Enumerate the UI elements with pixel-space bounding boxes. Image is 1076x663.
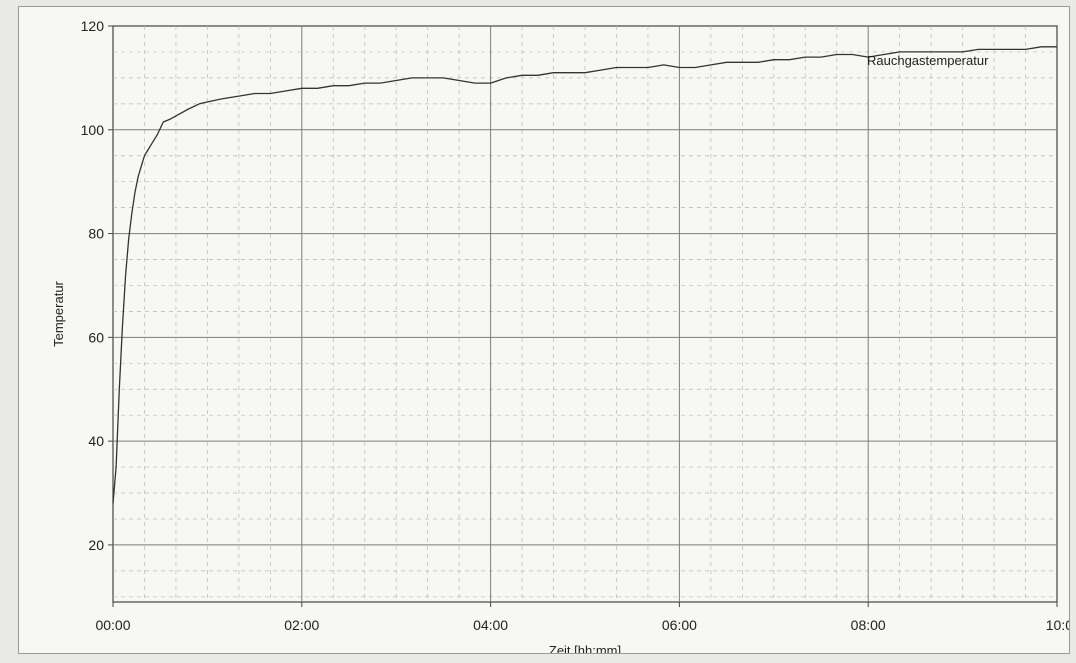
y-axis-title: Temperatur [51, 280, 66, 346]
x-tick-label: 08:00 [851, 617, 886, 633]
x-tick-label: 06:00 [662, 617, 697, 633]
x-tick-label: 04:00 [473, 617, 508, 633]
series-line-rauchgastemperatur [112, 46, 1057, 504]
x-tick-label: 00:00 [95, 617, 130, 633]
x-tick-label: 02:00 [284, 617, 319, 633]
y-tick-label: 60 [88, 329, 104, 345]
series-group [112, 46, 1057, 504]
minor-grid [113, 26, 1057, 602]
y-tick-label: 80 [88, 226, 104, 242]
y-tick-label: 40 [88, 433, 104, 449]
x-tick-label: 10:0 [1046, 617, 1069, 633]
line-chart: 20 40 60 80 100 120 00:00 02:00 04:00 06:00 08:00… [51, 18, 1069, 653]
series-label: Rauchgastemperatur [867, 53, 989, 68]
major-grid [113, 26, 1057, 602]
chart-frame: 20 40 60 80 100 120 00:00 02:00 04:00 06:00 08:00… [18, 6, 1070, 654]
x-axis-title: Zeit [hh:mm] [549, 643, 621, 653]
y-axis-ticks: 20 40 60 80 100 120 [81, 18, 113, 553]
x-axis-ticks: 00:00 02:00 04:00 06:00 08:00 10:0 [95, 602, 1069, 633]
y-tick-label: 100 [81, 122, 105, 138]
y-tick-label: 120 [81, 18, 105, 34]
y-tick-label: 20 [88, 537, 104, 553]
